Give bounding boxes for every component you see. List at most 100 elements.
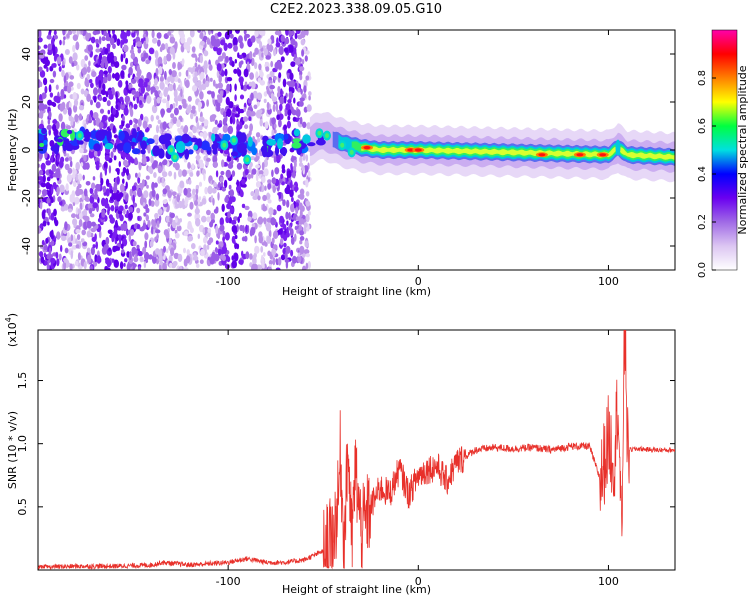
noise-speckle (197, 233, 200, 239)
noise-speckle (108, 93, 114, 100)
noise-speckle (121, 30, 125, 35)
noise-speckle (173, 82, 176, 91)
noise-speckle (146, 184, 149, 189)
noise-speckle (150, 87, 153, 95)
noise-speckle (203, 60, 208, 69)
signal-blob (172, 154, 177, 160)
noise-speckle (191, 53, 197, 58)
noise-speckle (264, 185, 267, 191)
noise-speckle (115, 91, 118, 101)
noise-speckle (221, 203, 225, 212)
noise-speckle (220, 39, 226, 46)
noise-speckle (180, 44, 185, 53)
noise-speckle (251, 168, 257, 175)
noise-speckle (191, 163, 195, 170)
noise-speckle (131, 249, 135, 258)
x-tick-label: 100 (598, 275, 619, 288)
noise-speckle (46, 67, 49, 72)
noise-speckle (88, 114, 92, 124)
noise-speckle (271, 177, 277, 185)
noise-speckle (86, 230, 92, 238)
signal-blob (212, 147, 218, 155)
noise-speckle (212, 126, 218, 135)
noise-speckle (96, 186, 101, 192)
noise-speckle (53, 34, 58, 40)
noise-speckle (264, 242, 268, 247)
noise-speckle (46, 124, 52, 130)
noise-speckle (126, 263, 131, 270)
signal-blob (236, 142, 247, 154)
y-axis-multiplier: (x104) (4, 313, 19, 347)
noise-speckle (76, 234, 81, 241)
noise-speckle (169, 103, 174, 110)
noise-speckle (207, 185, 213, 195)
noise-speckle (98, 96, 103, 102)
noise-speckle (305, 191, 310, 197)
noise-speckle (121, 64, 127, 71)
noise-speckle (129, 49, 135, 54)
noise-speckle (131, 263, 137, 268)
noise-speckle (111, 192, 115, 201)
noise-speckle (290, 162, 293, 170)
noise-speckle (282, 199, 286, 207)
noise-speckle (133, 103, 138, 110)
noise-speckle (98, 121, 104, 129)
noise-speckle (254, 188, 260, 195)
noise-speckle (142, 120, 148, 129)
noise-speckle (278, 72, 282, 79)
noise-speckle (288, 212, 291, 221)
signal-blob (230, 151, 239, 157)
noise-speckle (122, 178, 125, 184)
noise-speckle (168, 170, 173, 177)
noise-speckle (147, 220, 151, 228)
signal-blob (152, 145, 161, 157)
noise-speckle (97, 58, 100, 65)
noise-speckle (219, 176, 224, 183)
noise-speckle (95, 63, 101, 68)
noise-speckle (136, 96, 140, 104)
noise-speckle (279, 103, 283, 112)
signal-blob (279, 147, 288, 156)
noise-speckle (169, 36, 176, 44)
noise-speckle (154, 212, 159, 219)
noise-speckle (222, 124, 228, 133)
noise-speckle (71, 62, 75, 67)
noise-speckle (60, 244, 63, 253)
noise-speckle (263, 168, 269, 177)
noise-speckle (251, 223, 256, 228)
noise-speckle (170, 113, 175, 119)
noise-speckle (42, 174, 46, 183)
noise-speckle (183, 267, 189, 270)
noise-speckle (45, 182, 51, 190)
noise-speckle (249, 123, 254, 132)
noise-speckle (267, 179, 272, 184)
noise-speckle (265, 222, 272, 232)
noise-speckle (224, 196, 230, 203)
noise-speckle (217, 123, 223, 128)
noise-speckle (298, 202, 303, 209)
signal-blob (302, 134, 311, 144)
noise-speckle (155, 258, 160, 265)
noise-speckle (129, 188, 133, 197)
noise-speckle (81, 229, 86, 236)
noise-speckle (130, 61, 134, 68)
noise-speckle (148, 198, 152, 207)
noise-speckle (261, 258, 265, 263)
noise-speckle (292, 116, 297, 122)
noise-speckle (199, 54, 204, 64)
noise-speckle (232, 36, 238, 46)
noise-speckle (213, 181, 217, 188)
signal-blob (316, 138, 326, 146)
noise-speckle (262, 194, 267, 202)
signal-blob (317, 130, 322, 136)
noise-speckle (177, 78, 181, 84)
noise-speckle (109, 189, 114, 194)
noise-speckle (204, 186, 208, 195)
noise-speckle (243, 30, 247, 35)
noise-speckle (83, 188, 88, 197)
noise-speckle (120, 102, 126, 111)
noise-speckle (254, 62, 258, 70)
noise-speckle (120, 243, 124, 250)
noise-speckle (222, 236, 226, 243)
noise-speckle (159, 81, 165, 90)
